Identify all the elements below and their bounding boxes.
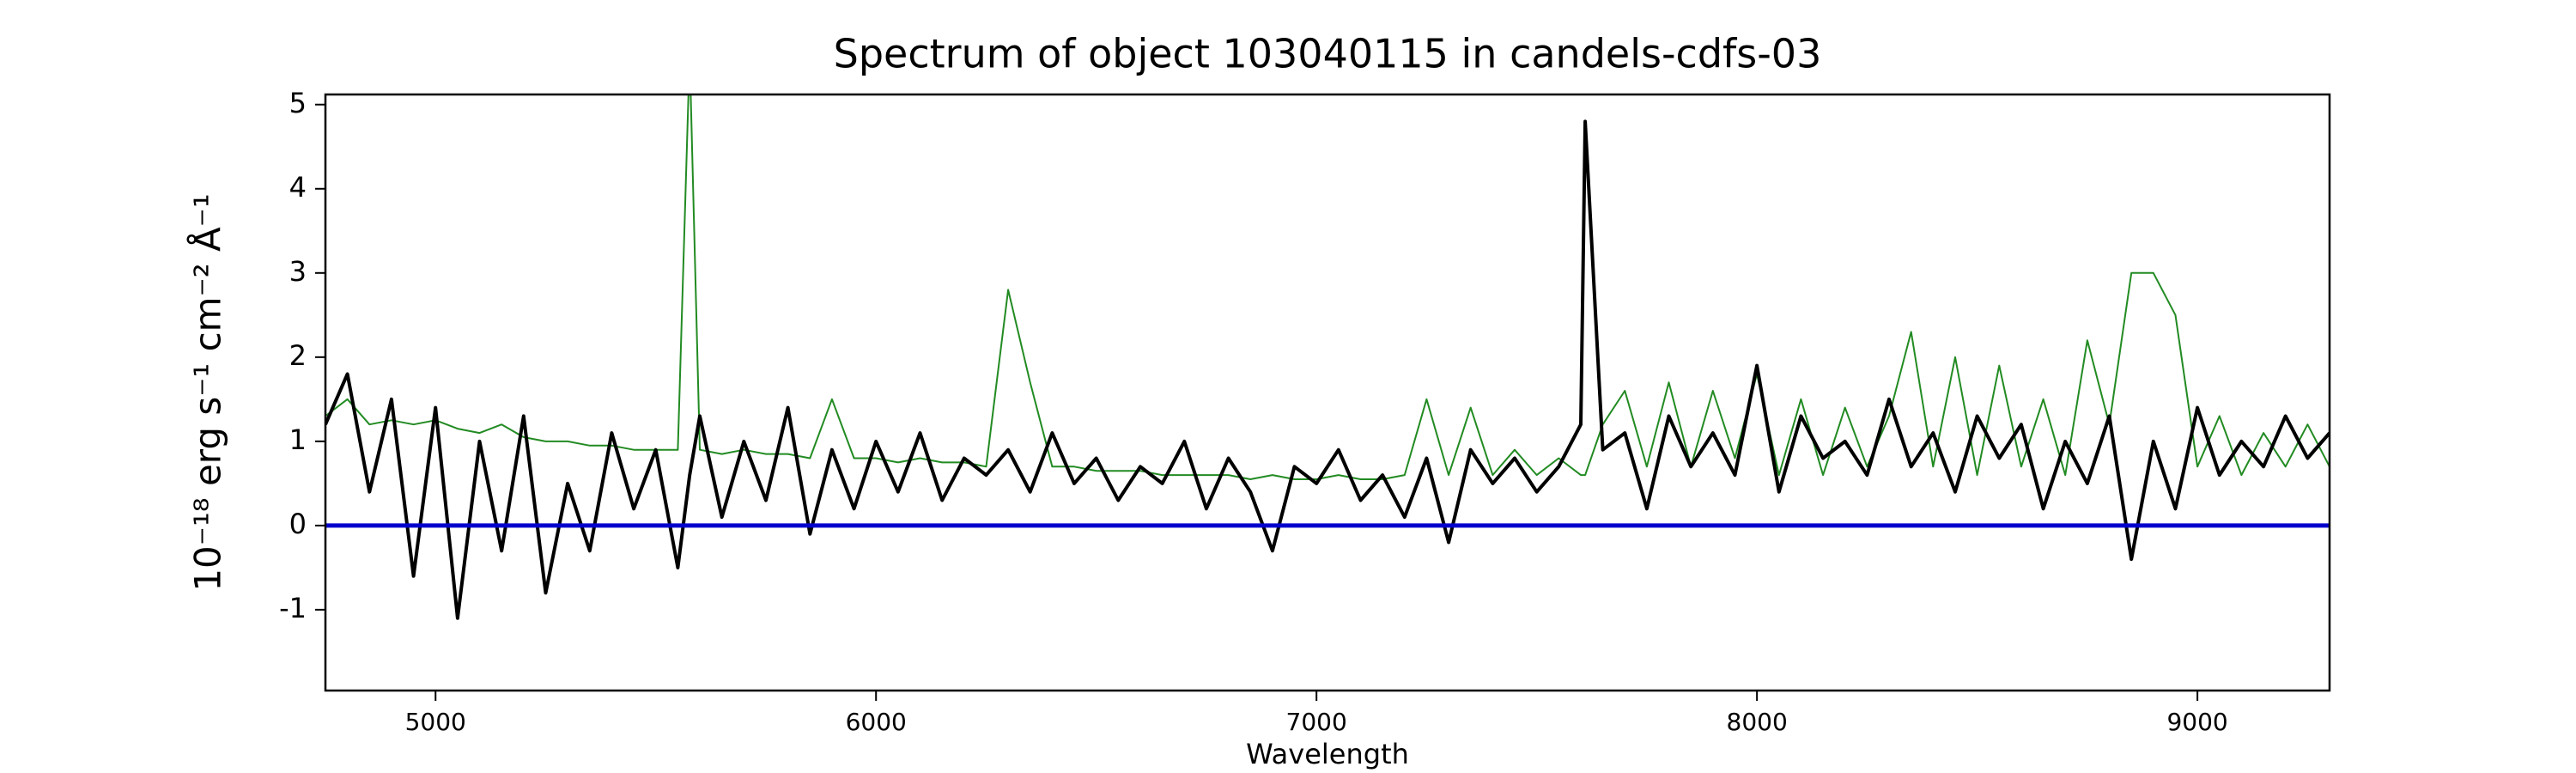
x-tick-label: 9000 (2166, 708, 2227, 736)
plot-area (325, 94, 2330, 620)
y-axis-label: 10⁻¹⁸ erg s⁻¹ cm⁻² Å⁻¹ (186, 193, 229, 591)
chart-title: Spectrum of object 103040115 in candels-… (834, 31, 1822, 77)
plot-frame (324, 93, 2331, 692)
y-tick-label: -1 (279, 592, 307, 624)
y-tick-label: 3 (289, 255, 307, 288)
spectrum-line (325, 94, 2330, 480)
x-tick-label: 6000 (846, 708, 907, 736)
y-tick-label: 2 (289, 339, 307, 372)
x-tick-label: 5000 (405, 708, 466, 736)
y-tick-label: 4 (289, 171, 307, 204)
x-tick-label: 8000 (1727, 708, 1788, 736)
y-tick-label: 5 (289, 87, 307, 119)
spectrum-line (325, 119, 2330, 620)
y-tick-label: 0 (289, 508, 307, 540)
x-axis-label: Wavelength (1246, 738, 1409, 770)
y-tick-label: 1 (289, 423, 307, 456)
x-tick-label: 7000 (1286, 708, 1347, 736)
